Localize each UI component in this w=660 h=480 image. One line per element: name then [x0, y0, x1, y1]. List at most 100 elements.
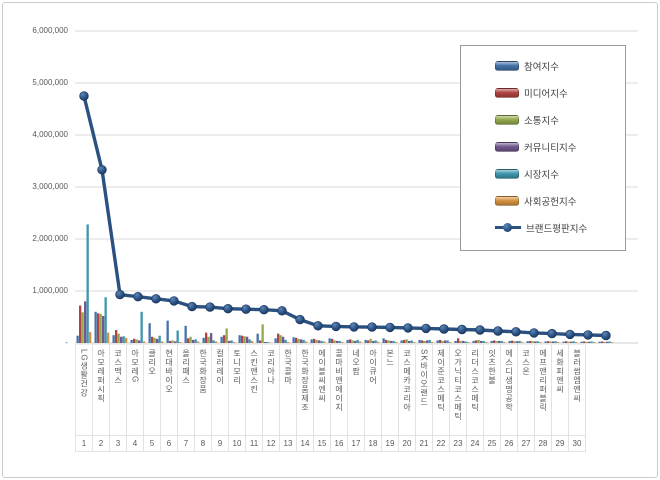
legend-swatch-icon: [495, 195, 519, 206]
bar: [439, 339, 442, 343]
y-axis-tick-label: 4,000,000: [32, 130, 68, 139]
category-rank: 26: [500, 435, 518, 452]
bar: [279, 335, 282, 343]
category-cell: 아모레퍼시픽: [92, 344, 110, 436]
line-marker: [79, 91, 89, 101]
legend-label: 커뮤니티지수: [524, 143, 577, 154]
category-cell: LG생활건강: [75, 344, 93, 436]
category-label: 한국화장품: [198, 349, 208, 394]
category-rank: 11: [245, 435, 263, 452]
bar-series-3: [81, 312, 606, 343]
bar: [143, 341, 146, 343]
category-label: SK바이오랜드: [419, 349, 429, 407]
bar: [482, 340, 485, 343]
category-rank: 27: [517, 435, 535, 452]
bar: [99, 313, 102, 343]
bar: [446, 340, 449, 343]
bar: [256, 333, 259, 343]
bar: [315, 339, 318, 343]
category-cell: 콜마비앤에이치: [330, 344, 348, 436]
bar: [135, 339, 138, 343]
line-marker: [385, 322, 395, 333]
bar: [86, 224, 89, 343]
bar: [552, 341, 555, 343]
legend-item: 참여지수: [495, 53, 625, 80]
bar: [405, 339, 408, 343]
y-axis-tick-label: 5,000,000: [32, 78, 68, 87]
category-label: 컬러레이: [215, 349, 225, 385]
bar: [259, 340, 262, 343]
legend-item: 시장지수: [495, 160, 625, 187]
line-marker: [421, 323, 431, 334]
legend-label: 참여지수: [524, 62, 559, 74]
category-rank: 21: [415, 435, 433, 452]
bar: [534, 341, 537, 343]
bar: [431, 341, 434, 343]
category-rank: 30: [568, 435, 586, 452]
y-axis-tick-label: 6,000,000: [32, 26, 68, 35]
category-rank: 29: [551, 435, 569, 452]
bar: [565, 341, 568, 343]
legend-item: 미디어지수: [495, 80, 625, 107]
bar: [120, 336, 123, 343]
category-cell: 올리패스: [177, 344, 195, 436]
category-rank: 19: [381, 435, 399, 452]
bar: [513, 341, 516, 343]
line-marker-icon: [495, 223, 521, 233]
line-marker: [187, 301, 197, 312]
line-marker: [115, 289, 125, 300]
bar: [169, 340, 172, 343]
category-cell: SK바이오랜드: [415, 344, 433, 436]
bar-series-5: [86, 224, 611, 343]
category-cell: 코스메카코리아: [398, 344, 416, 436]
bar: [341, 341, 344, 343]
legend-swatch-icon: [495, 142, 519, 152]
line-marker: [367, 322, 377, 332]
category-rank: 9: [211, 435, 229, 452]
category-rank-row: 1 2 3 4 5 6 7 8 9 10 11 12 13 14 15 16 17 18 19 20 21 22 23 24 2…: [75, 435, 586, 452]
y-axis-tick-label: 2,000,000: [32, 234, 68, 243]
bar: [500, 340, 503, 343]
category-label: 본느: [385, 349, 395, 367]
category-cell: 세화피앤씨: [551, 344, 569, 436]
legend-label: 사회공헌지수: [524, 196, 577, 208]
bar: [302, 339, 305, 343]
category-cell: 토니모리: [228, 344, 246, 436]
category-rank: 3: [109, 435, 127, 452]
y-axis-tick-label: 3,000,000: [32, 182, 68, 191]
bar: [274, 338, 277, 343]
bar: [97, 313, 100, 343]
bar: [529, 340, 532, 343]
bar: [464, 341, 467, 343]
bar: [133, 338, 136, 343]
category-cell: 컬러레이: [211, 344, 229, 436]
bar: [84, 301, 87, 343]
legend-swatch-icon: [495, 168, 519, 179]
bar: [104, 297, 107, 343]
legend-item: 소통지수: [495, 107, 625, 134]
line-marker: [313, 321, 323, 331]
bar: [248, 339, 251, 343]
bar: [449, 341, 452, 343]
bar: [454, 340, 457, 343]
bar: [374, 340, 377, 343]
bar: [179, 341, 182, 343]
category-label: 블러썸엠앤씨: [572, 349, 582, 403]
bar: [590, 341, 593, 343]
category-cell: 클리오: [143, 344, 161, 436]
bar: [89, 332, 92, 343]
line-marker: [277, 306, 287, 316]
category-cell: 잇츠한불: [483, 344, 501, 436]
bar: [413, 341, 416, 343]
bar: [364, 339, 367, 343]
category-rank: 8: [194, 435, 212, 452]
bar: [205, 332, 208, 343]
category-label: 아모레G: [130, 349, 140, 384]
line-marker: [169, 296, 179, 306]
bar: [603, 341, 606, 343]
bar: [428, 339, 431, 343]
bar: [508, 340, 511, 343]
bar: [536, 341, 539, 343]
bar: [472, 340, 475, 343]
category-cell: 코리아나: [262, 344, 280, 436]
